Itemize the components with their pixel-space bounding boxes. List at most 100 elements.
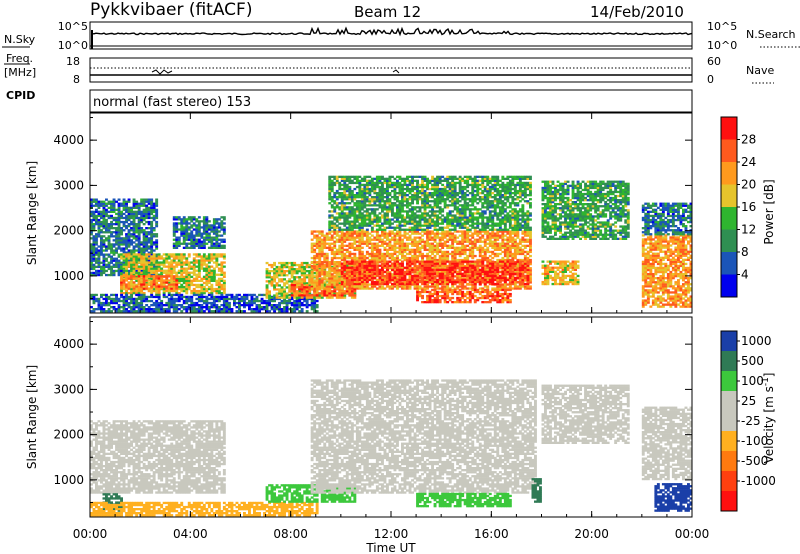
heatmap-cell bbox=[461, 237, 464, 239]
heatmap-cell bbox=[133, 203, 136, 205]
heatmap-cell bbox=[203, 270, 206, 272]
heatmap-cell bbox=[258, 310, 261, 312]
heatmap-cell bbox=[306, 270, 309, 272]
heatmap-cell bbox=[128, 235, 131, 237]
heatmap-cell bbox=[130, 239, 133, 241]
heatmap-cell bbox=[185, 228, 188, 230]
heatmap-cell bbox=[416, 245, 419, 247]
heatmap-cell bbox=[276, 288, 279, 290]
heatmap-cell bbox=[153, 283, 156, 285]
heatmap-cell bbox=[261, 302, 264, 304]
heatmap-cell bbox=[454, 235, 457, 237]
heatmap-cell bbox=[276, 268, 279, 270]
heatmap-cell bbox=[318, 241, 321, 243]
heatmap-cell bbox=[123, 298, 126, 300]
heatmap-cell bbox=[419, 249, 422, 251]
heatmap-cell bbox=[416, 249, 419, 251]
heatmap-cell bbox=[213, 276, 216, 278]
heatmap-cell bbox=[195, 280, 198, 282]
heatmap-cell bbox=[371, 239, 374, 241]
heatmap-cell bbox=[366, 235, 369, 237]
heatmap-cell bbox=[368, 283, 371, 285]
heatmap-cell bbox=[133, 223, 136, 225]
heatmap-cell bbox=[185, 259, 188, 261]
heatmap-cell bbox=[108, 262, 111, 264]
heatmap-cell bbox=[409, 237, 412, 239]
heatmap-cell bbox=[333, 277, 336, 279]
heatmap-cell bbox=[489, 243, 492, 245]
heatmap-cell bbox=[529, 259, 532, 261]
heatmap-cell bbox=[348, 253, 351, 255]
heatmap-cell bbox=[301, 280, 304, 282]
heatmap-cell bbox=[213, 306, 216, 308]
heatmap-cell bbox=[143, 223, 146, 225]
heatmap-cell bbox=[223, 226, 226, 228]
heatmap-cell bbox=[128, 215, 131, 217]
heatmap-cell bbox=[153, 241, 156, 243]
heatmap-cell bbox=[389, 253, 392, 255]
heatmap-cell bbox=[123, 201, 126, 203]
heatmap-cell bbox=[140, 199, 143, 201]
heatmap-cell bbox=[103, 211, 106, 213]
heatmap-cell bbox=[215, 257, 218, 259]
heatmap-cell bbox=[93, 247, 96, 249]
heatmap-cell bbox=[266, 288, 269, 290]
heatmap-cell bbox=[168, 257, 171, 259]
heatmap-cell bbox=[195, 308, 198, 310]
heatmap-cell bbox=[125, 285, 128, 287]
heatmap-cell bbox=[253, 294, 256, 296]
heatmap-cell bbox=[394, 241, 397, 243]
heatmap-cell bbox=[469, 239, 472, 241]
heatmap-cell bbox=[168, 266, 171, 268]
heatmap-cell bbox=[399, 251, 402, 253]
heatmap-cell bbox=[341, 249, 344, 251]
heatmap-cell bbox=[145, 221, 148, 223]
heatmap-cell bbox=[113, 239, 116, 241]
heatmap-cell bbox=[321, 273, 324, 275]
heatmap-cell bbox=[241, 300, 244, 302]
heatmap-cell bbox=[419, 251, 422, 253]
heatmap-cell bbox=[241, 298, 244, 300]
heatmap-cell bbox=[311, 243, 314, 245]
heatmap-cell bbox=[175, 287, 178, 289]
heatmap-cell bbox=[278, 266, 281, 268]
heatmap-cell bbox=[276, 294, 279, 296]
heatmap-cell bbox=[118, 233, 121, 235]
heatmap-cell bbox=[519, 285, 522, 287]
heatmap-cell bbox=[130, 223, 133, 225]
heatmap-cell bbox=[338, 285, 341, 287]
heatmap-cell bbox=[278, 268, 281, 270]
heatmap-cell bbox=[110, 231, 113, 233]
heatmap-cell bbox=[273, 300, 276, 302]
heatmap-cell bbox=[263, 306, 266, 308]
heatmap-cell bbox=[140, 213, 143, 215]
heatmap-cell bbox=[336, 239, 339, 241]
heatmap-cell bbox=[120, 249, 123, 251]
heatmap-cell bbox=[414, 287, 417, 289]
heatmap-cell bbox=[351, 237, 354, 239]
heatmap-cell bbox=[356, 277, 359, 279]
heatmap-cell bbox=[213, 255, 216, 257]
heatmap-cell bbox=[529, 275, 532, 277]
heatmap-cell bbox=[158, 255, 161, 257]
heatmap-cell bbox=[125, 211, 128, 213]
heatmap-cell bbox=[98, 254, 101, 256]
heatmap-cell bbox=[316, 247, 319, 249]
heatmap-cell bbox=[356, 275, 359, 277]
heatmap-cell bbox=[165, 287, 168, 289]
heatmap-cell bbox=[163, 270, 166, 272]
heatmap-cell bbox=[180, 218, 183, 220]
heatmap-cell bbox=[223, 310, 226, 312]
heatmap-cell bbox=[210, 245, 213, 247]
heatmap-cell bbox=[336, 273, 339, 275]
heatmap-cell bbox=[220, 255, 223, 257]
heatmap-cell bbox=[133, 259, 136, 261]
heatmap-cell bbox=[143, 201, 146, 203]
heatmap-cell bbox=[150, 290, 153, 292]
heatmap-cell bbox=[506, 245, 509, 247]
heatmap-cell bbox=[183, 257, 186, 259]
heatmap-cell bbox=[376, 247, 379, 249]
heatmap-cell bbox=[138, 283, 141, 285]
heatmap-cell bbox=[123, 237, 126, 239]
heatmap-cell bbox=[411, 245, 414, 247]
